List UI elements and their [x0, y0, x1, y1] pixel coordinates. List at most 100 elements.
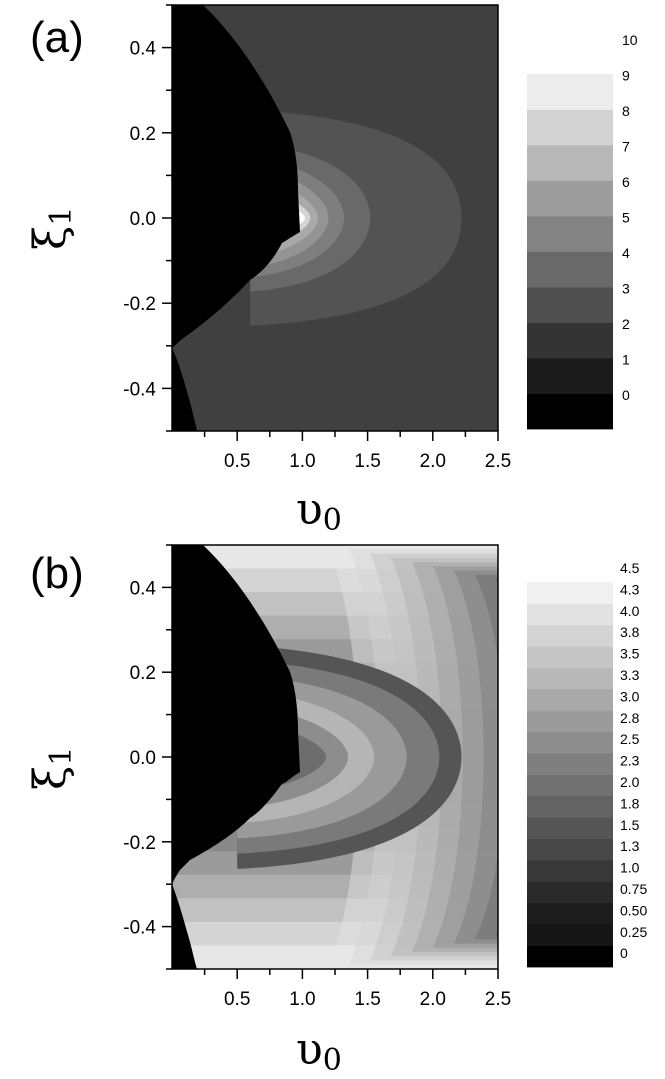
x-tick-label: 1.0 [289, 451, 315, 472]
colorbar-tick-label: 2 [622, 316, 630, 332]
x-tick-label: 1.5 [354, 451, 380, 472]
colorbar-swatch [527, 774, 613, 797]
x-tick-label: 0.5 [224, 451, 250, 472]
colorbar-swatch [527, 667, 613, 690]
contour-band [495, 578, 498, 936]
colorbar-tick-label: 2.0 [620, 774, 640, 790]
colorbar-tick-label: 7 [622, 139, 630, 155]
x-axis-b: 0.5 1.0 1.5 2.0 2.5 [203, 969, 511, 1010]
x-axis-label-a: υ0 [296, 484, 342, 538]
colorbar-swatch [527, 287, 613, 323]
colorbar-swatch [527, 393, 613, 430]
heatmap-b-black-region-lower [172, 884, 197, 969]
colorbar-swatch [527, 860, 613, 882]
contour-band [172, 945, 498, 969]
y-axis-b: 0.4 0.2 0.0 -0.2 -0.4 [123, 544, 172, 970]
y-tick-label: 0.0 [130, 748, 156, 769]
y-tick-label: 0.4 [130, 578, 157, 599]
y-tick-label: -0.4 [123, 918, 156, 939]
colorbar-b: 4.5 4.3 4.0 3.8 3.5 3.3 3.0 2.8 2.5 2.3 2.0 1.8 1.5 1… [527, 560, 647, 968]
x-tick-label: 2.0 [420, 989, 446, 1010]
contour-band [453, 570, 498, 944]
colorbar-tick-label: 3.8 [620, 624, 640, 640]
contour-band [432, 566, 498, 948]
y-axis-a: 0.4 0.2 0.0 -0.2 -0.4 [123, 4, 172, 432]
colorbar-tick-label: 2.5 [620, 731, 640, 747]
colorbar-swatch [527, 109, 613, 146]
colorbar-swatch [527, 817, 613, 840]
contour-band [474, 574, 498, 940]
x-axis-a: 0.5 1.0 1.5 2.0 2.5 [203, 431, 511, 472]
y-tick-label: 0.2 [130, 663, 156, 684]
y-axis-label-b: ξ1 [25, 747, 79, 790]
colorbar-tick-label: 1.5 [620, 817, 640, 833]
colorbar-swatch [527, 180, 613, 217]
colorbar-tick-label: 4.5 [620, 560, 640, 576]
x-axis-label-b: υ0 [296, 1024, 342, 1078]
colorbar-tick-label: 3.5 [620, 646, 640, 662]
contour-band [172, 874, 498, 899]
colorbar-swatch [527, 688, 613, 711]
colorbar-swatch [527, 216, 613, 252]
colorbar-swatch [527, 251, 613, 288]
colorbar-tick-label: 0 [620, 945, 628, 961]
heatmap-a-black-region-lower [172, 348, 197, 431]
colorbar-swatch [527, 795, 613, 818]
colorbar-swatch [527, 582, 613, 604]
x-tick-label: 1.0 [289, 989, 315, 1010]
colorbar-tick-label: 3.0 [620, 688, 640, 704]
colorbar-swatch [527, 753, 613, 775]
contour-band [172, 921, 498, 946]
panel-label-b: (b) [30, 549, 84, 598]
x-tick-label: 0.5 [224, 989, 250, 1010]
colorbar-tick-label: 2.8 [620, 710, 640, 726]
heatmap-b [172, 545, 498, 969]
colorbar-tick-label: 1.0 [620, 860, 640, 876]
colorbar-tick-label: 4 [622, 245, 630, 261]
colorbar-tick-label: 3.3 [620, 667, 640, 683]
colorbar-tick-label: 2.3 [620, 753, 640, 769]
colorbar-swatch [527, 358, 613, 394]
panel-b: 0.5 1.0 1.5 2.0 2.5 0.4 0.2 0.0 -0.2 -0.4 (b) υ0… [25, 544, 647, 1078]
x-tick-label: 1.5 [354, 989, 380, 1010]
y-axis-label-a: ξ1 [25, 207, 79, 250]
colorbar-tick-label: 4.3 [620, 581, 640, 597]
colorbar-swatch [527, 838, 613, 861]
x-tick-label: 2.5 [485, 989, 511, 1010]
colorbar-tick-label: 5 [622, 210, 630, 226]
colorbar-swatch [527, 145, 613, 181]
colorbar-tick-label: 4.0 [620, 603, 640, 619]
colorbar-tick-label: 6 [622, 174, 630, 190]
panel-label-a: (a) [30, 13, 84, 62]
y-tick-label: 0.4 [130, 39, 157, 60]
colorbar-tick-label: 1 [622, 352, 630, 368]
colorbar-swatch [527, 624, 613, 647]
colorbar-swatch [527, 74, 613, 110]
colorbar-tick-label: 0.50 [620, 902, 647, 918]
colorbar-tick-label: 0 [622, 387, 630, 403]
colorbar-tick-label: 0.75 [620, 881, 647, 897]
colorbar-swatch [527, 322, 613, 359]
colorbar-swatch [527, 881, 613, 904]
colorbar-swatch [527, 646, 613, 668]
y-tick-label: 0.2 [130, 124, 156, 145]
heatmap-a-black-region [172, 5, 300, 348]
y-tick-label: -0.4 [123, 379, 156, 400]
contour-band [172, 898, 498, 923]
heatmap-b-black-region [172, 545, 300, 884]
y-tick-label: -0.2 [123, 294, 156, 315]
heatmap-a [172, 5, 498, 431]
y-tick-label: -0.2 [123, 833, 156, 854]
colorbar-swatch [527, 902, 613, 925]
panel-a: 0.5 1.0 1.5 2.0 2.5 0.4 0.2 0.0 -0.2 -0.4 (a) υ0… [25, 4, 638, 538]
colorbar-tick-label: 1.3 [620, 838, 640, 854]
colorbar-swatch [527, 731, 613, 754]
y-tick-label: 0.0 [130, 209, 156, 230]
colorbar-tick-label: 10 [622, 32, 638, 48]
contour-band [172, 545, 498, 570]
colorbar-tick-label: 1.8 [620, 795, 640, 811]
colorbar-swatch [527, 924, 613, 947]
x-tick-label: 2.5 [485, 451, 511, 472]
